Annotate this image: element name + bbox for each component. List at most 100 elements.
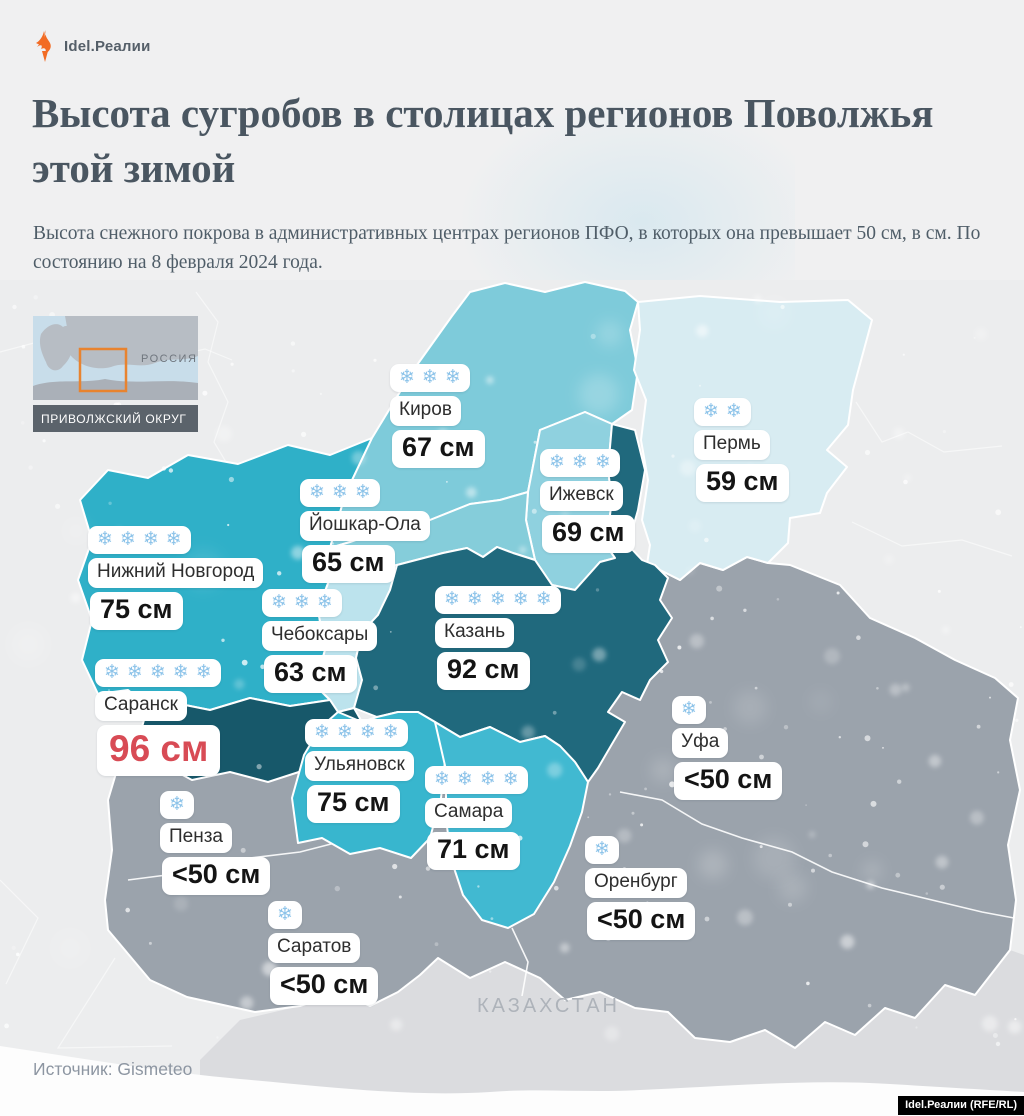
city-name: Уфа (672, 728, 729, 758)
city-name: Нижний Новгород (88, 558, 264, 588)
city-value: 59 см (696, 464, 789, 502)
snowflake-icon: ❄ (681, 699, 697, 720)
snowflake-icon: ❄ (502, 769, 519, 790)
city-name: Пенза (160, 823, 232, 853)
inset-land-russia (64, 316, 198, 369)
credit-badge: Idel.Реалии (RFE/RL) (898, 1096, 1024, 1115)
snowflake-icon: ❄ (434, 769, 450, 790)
snowflake-icon: ❄ (479, 769, 496, 790)
snowflake-icon: ❄ (399, 367, 415, 388)
snowflake-icon: ❄ (456, 769, 473, 790)
snowflake-icon: ❄ (512, 589, 529, 610)
snowflake-icon: ❄ (444, 367, 461, 388)
snowflake-icon: ❄ (169, 794, 185, 815)
snowflake-icon: ❄ (97, 529, 113, 550)
snowflake-icon: ❄ (535, 589, 552, 610)
map-svg (0, 280, 1024, 1116)
snowflake-icon: ❄ (316, 592, 333, 613)
city-name: Йошкар-Ола (300, 511, 430, 541)
snowflakes-row: ❄ ❄ ❄ (390, 364, 470, 392)
snowflake-icon: ❄ (359, 722, 376, 743)
snowflakes-row: ❄ ❄ ❄ (300, 479, 380, 507)
inset-highlight-frame (78, 347, 128, 393)
city-name: Киров (390, 396, 461, 426)
city-label: ❄ ❄ ❄ Киров 67 см (390, 364, 485, 468)
snowflakes-row: ❄ ❄ ❄ (540, 449, 620, 477)
snowflakes-row: ❄ ❄ ❄ ❄ (425, 766, 528, 794)
city-name: Саратов (268, 933, 361, 963)
city-name: Оренбург (585, 868, 687, 898)
city-label: ❄ ❄ Пермь 59 см (694, 398, 789, 502)
snowflakes-row: ❄ (672, 696, 706, 724)
snowflakes-row: ❄ (268, 901, 302, 929)
inset-land-scandinavia (39, 324, 73, 371)
snowflake-icon: ❄ (725, 401, 742, 422)
city-name: Казань (435, 618, 515, 648)
snowflakes-row: ❄ ❄ ❄ ❄ ❄ (95, 659, 221, 687)
city-value: <50 см (270, 967, 379, 1005)
snowflake-icon: ❄ (165, 529, 182, 550)
locator-map-svg: РОССИЯ (33, 316, 198, 400)
city-label: ❄ Уфа <50 см (672, 696, 783, 800)
choropleth-map (0, 280, 1024, 1116)
snowflake-icon: ❄ (172, 662, 189, 683)
snowflake-icon: ❄ (594, 452, 611, 473)
city-value: 71 см (427, 832, 520, 870)
city-label: ❄ ❄ ❄ Ижевск 69 см (540, 449, 635, 553)
city-value: 67 см (392, 430, 485, 468)
city-name: Ульяновск (305, 751, 414, 781)
snowflake-icon: ❄ (331, 482, 348, 503)
city-label: ❄ ❄ ❄ ❄ Самара 71 см (425, 766, 528, 870)
snowflake-icon: ❄ (104, 662, 120, 683)
source-note: Источник: Gismeteo (33, 1059, 193, 1079)
city-name: Чебоксары (262, 621, 378, 651)
locator-inset: РОССИЯ ПРИВОЛЖСКИЙ ОКРУГ (33, 316, 198, 432)
snowflakes-row: ❄ ❄ ❄ ❄ (88, 526, 191, 554)
inset-land-south (33, 379, 198, 400)
brand-name: Idel.Реалии (64, 37, 151, 55)
snowflake-icon: ❄ (126, 662, 143, 683)
inset-district-bar: ПРИВОЛЖСКИЙ ОКРУГ (33, 405, 198, 432)
city-value: 75 см (90, 592, 183, 630)
city-value: 63 см (264, 655, 357, 693)
snowflake-icon: ❄ (421, 367, 438, 388)
snowflake-icon: ❄ (271, 592, 287, 613)
city-label: ❄ ❄ ❄ ❄ Ульяновск 75 см (305, 719, 414, 823)
snowflake-icon: ❄ (466, 589, 483, 610)
city-value: <50 см (162, 857, 271, 895)
snowflakes-row: ❄ ❄ (694, 398, 751, 426)
snow-band (0, 1046, 1024, 1116)
snowflakes-row: ❄ ❄ ❄ (262, 589, 342, 617)
city-label: ❄ Саратов <50 см (268, 901, 379, 1005)
city-name: Ижевск (540, 481, 623, 511)
snowflake-icon: ❄ (119, 529, 136, 550)
city-value: 75 см (307, 785, 400, 823)
city-value: 69 см (542, 515, 635, 553)
snowflake-icon: ❄ (195, 662, 212, 683)
snowflake-icon: ❄ (309, 482, 325, 503)
brand-logo: Idel.Реалии (33, 30, 151, 62)
city-name: Самара (425, 798, 513, 828)
city-value: <50 см (587, 902, 696, 940)
page-subtitle: Высота снежного покрова в административн… (33, 223, 981, 273)
city-value: 92 см (437, 652, 530, 690)
city-name: Саранск (95, 691, 187, 721)
torch-icon (36, 30, 51, 62)
city-label: ❄ ❄ ❄ ❄ ❄ Казань 92 см (435, 586, 561, 690)
snowflake-icon: ❄ (293, 592, 310, 613)
snowflake-icon: ❄ (382, 722, 399, 743)
city-label: ❄ ❄ ❄ Чебоксары 63 см (262, 589, 378, 693)
city-label: ❄ ❄ ❄ ❄ ❄ Саранск 96 см (95, 659, 221, 776)
inset-country-label: РОССИЯ (141, 353, 197, 365)
snowflake-icon: ❄ (336, 722, 353, 743)
snowflake-icon: ❄ (703, 401, 719, 422)
snowflake-icon: ❄ (277, 904, 293, 925)
snowflake-icon: ❄ (314, 722, 330, 743)
snowflakes-row: ❄ ❄ ❄ ❄ ❄ (435, 586, 561, 614)
city-value: 96 см (97, 725, 221, 776)
snowflakes-row: ❄ ❄ ❄ ❄ (305, 719, 408, 747)
city-label: ❄ Пенза <50 см (160, 791, 271, 895)
city-name: Пермь (694, 430, 770, 460)
city-label: ❄ ❄ ❄ ❄ Нижний Новгород 75 см (88, 526, 264, 630)
snowflake-icon: ❄ (594, 839, 610, 860)
